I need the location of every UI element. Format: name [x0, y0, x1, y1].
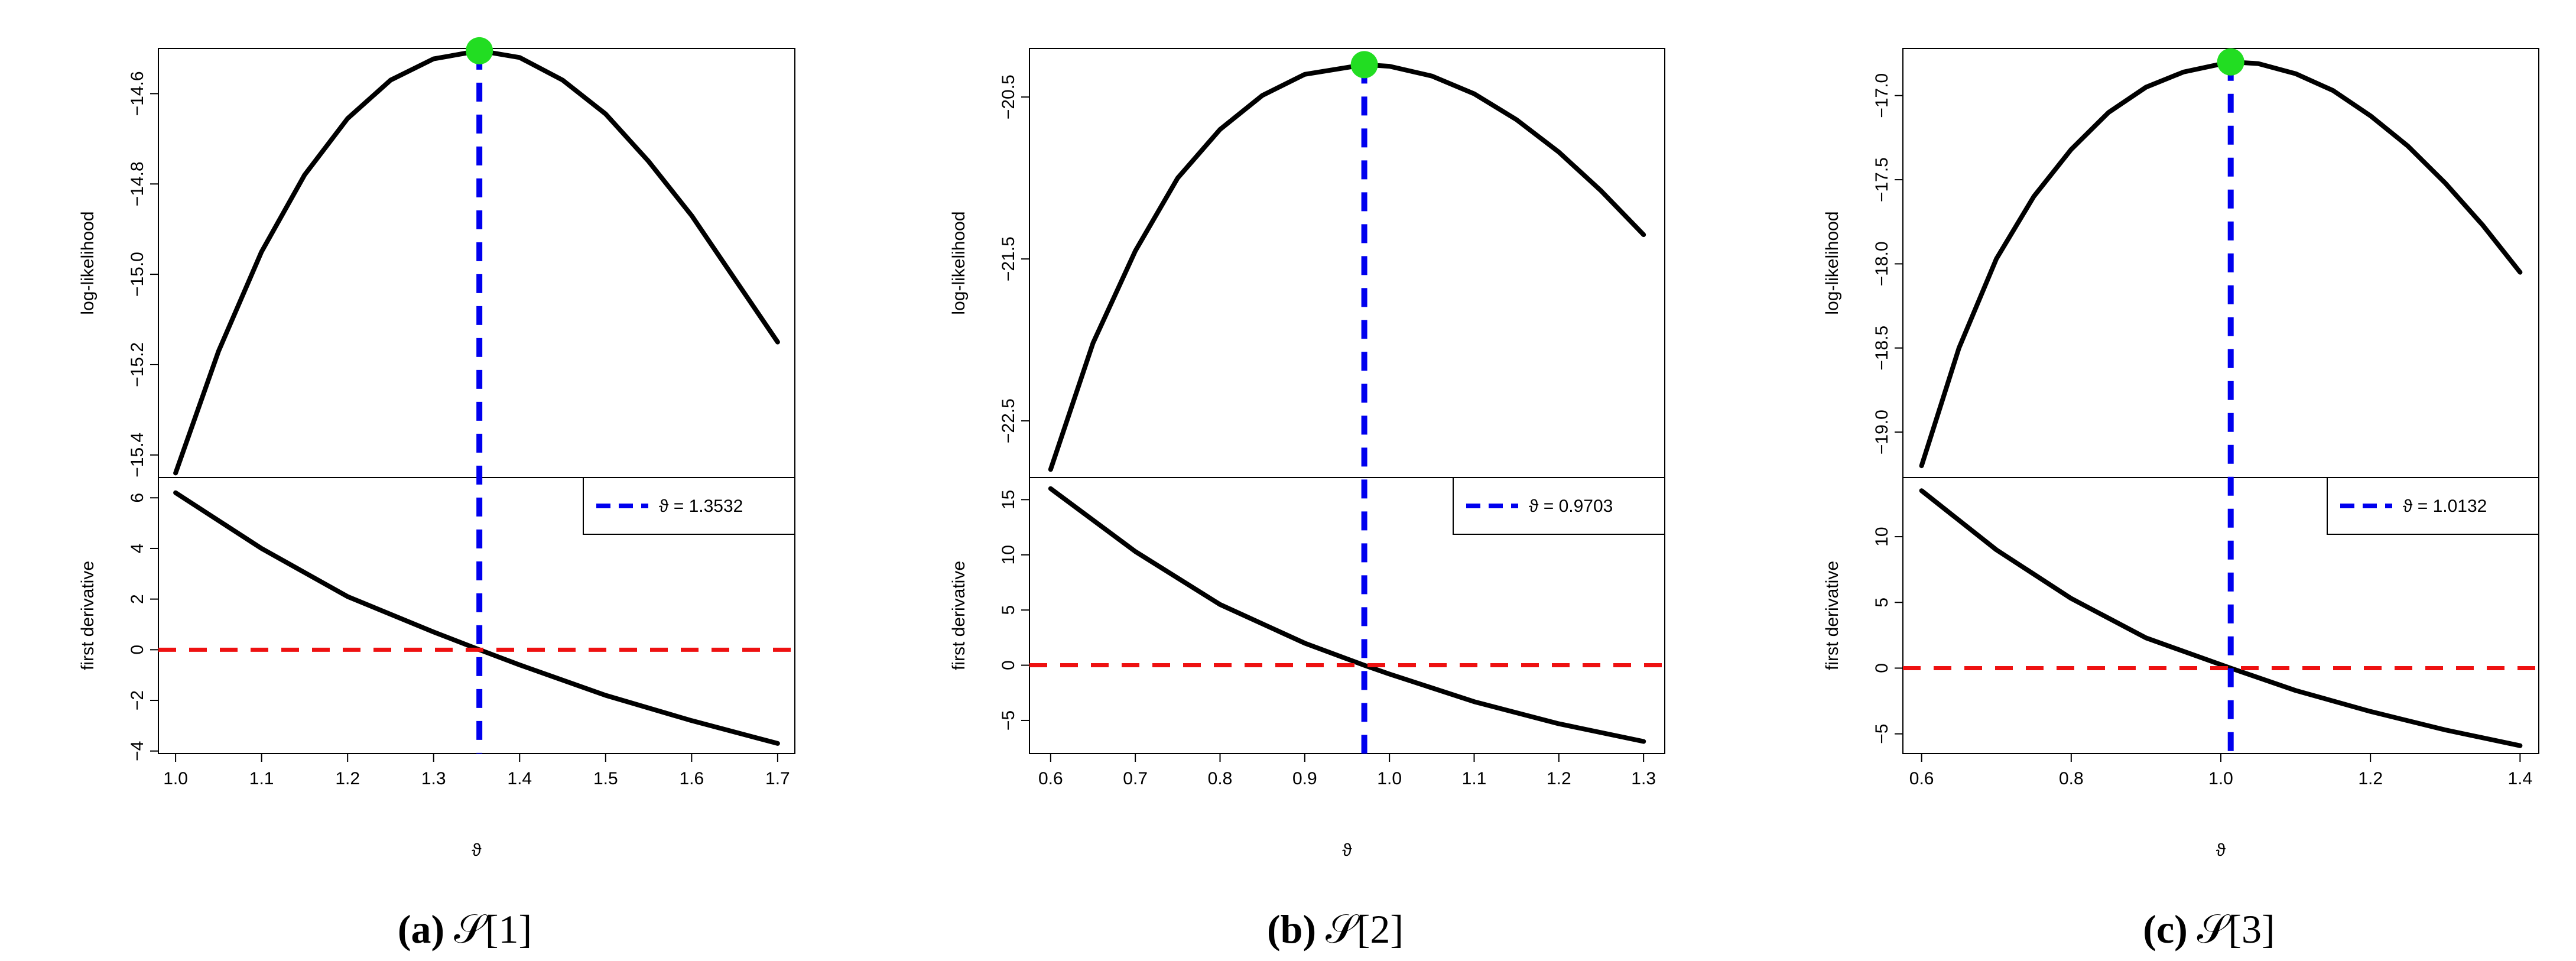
y-tick-label-top: −17.5: [1872, 157, 1892, 202]
y-axis-title-top: log-likelihood: [78, 211, 98, 314]
y-tick-label-top: −22.5: [999, 398, 1018, 443]
y-tick-label-bottom: 10: [1872, 527, 1892, 546]
x-tick-label: 0.7: [1123, 769, 1148, 788]
x-tick-label: 1.4: [2507, 769, 2532, 788]
log-likelihood-curve: [1048, 62, 1646, 472]
x-axis-title: ϑ: [2216, 840, 2226, 860]
x-tick-label: 1.0: [1377, 769, 1402, 788]
panel-caption: (a) 𝒮[1]: [398, 907, 532, 952]
y-tick-label-top: −15.2: [128, 342, 147, 387]
y-tick-label-bottom: 10: [999, 545, 1018, 564]
x-tick-label: 1.1: [249, 769, 274, 788]
x-axis-title: ϑ: [472, 840, 482, 860]
x-tick-label: 1.3: [1631, 769, 1656, 788]
y-tick-label-bottom: 0: [128, 645, 147, 655]
x-tick-label: 1.2: [1547, 769, 1571, 788]
y-tick-label-top: −14.6: [128, 71, 147, 116]
x-tick-label: 1.2: [2358, 769, 2383, 788]
y-tick-label-top: −17.0: [1872, 73, 1892, 118]
y-tick-label-top: −19.0: [1872, 410, 1892, 454]
x-tick-label: 1.6: [679, 769, 704, 788]
x-tick-label: 0.9: [1292, 769, 1317, 788]
y-axis-title-top: log-likelihood: [949, 211, 969, 314]
y-tick-label-bottom: −2: [128, 690, 147, 710]
x-tick-label: 1.1: [1462, 769, 1487, 788]
y-tick-label-bottom: 0: [1872, 663, 1892, 673]
caption-label: (c): [2143, 907, 2187, 952]
log-likelihood-curve: [1919, 59, 2523, 469]
plot-frame-top: [1029, 48, 1665, 478]
caption-label: (b): [1267, 907, 1316, 952]
y-tick-label-top: −18.5: [1872, 326, 1892, 371]
first-derivative-curve: [1919, 488, 2523, 748]
caption-label: (a): [398, 907, 444, 952]
x-tick-label: 0.6: [1038, 769, 1063, 788]
y-axis-title-top: log-likelihood: [1823, 211, 1842, 314]
caption-set: 𝒮[2]: [1326, 907, 1404, 952]
y-tick-label-bottom: 5: [999, 605, 1018, 615]
y-tick-label-bottom: 15: [999, 490, 1018, 509]
maximum-point: [2217, 48, 2244, 76]
y-tick-label-top: −15.4: [128, 433, 147, 478]
x-axis-title: ϑ: [1342, 840, 1352, 860]
y-tick-label-bottom: 0: [999, 660, 1018, 670]
x-tick-label: 1.4: [507, 769, 532, 788]
x-tick-label: 1.0: [163, 769, 188, 788]
maximum-point: [466, 37, 493, 64]
y-tick-label-top: −15.0: [128, 252, 147, 297]
y-tick-label-top: −18.0: [1872, 241, 1892, 286]
x-tick-label: 1.2: [335, 769, 360, 788]
y-tick-label-bottom: −5: [1872, 724, 1892, 744]
legend-label: ϑ = 1.3532: [659, 496, 743, 516]
panel-a: −15.4 −15.2 −15.0 −14.8 −14.6 −4 −2 0 2 4 6 1.0 1.1 1…: [78, 37, 795, 952]
x-tick-label: 1.3: [421, 769, 446, 788]
x-tick-label: 1.0: [2208, 769, 2233, 788]
y-tick-label-bottom: −4: [128, 741, 147, 761]
plot-frame-bottom: [1029, 477, 1665, 754]
x-tick-label: 0.8: [1208, 769, 1233, 788]
panel-caption: (c) 𝒮[3]: [2143, 907, 2275, 952]
y-tick-label-bottom: 5: [1872, 598, 1892, 608]
y-tick-label-bottom: 2: [128, 594, 147, 604]
x-tick-label: 1.5: [593, 769, 618, 788]
legend-label: ϑ = 0.9703: [1529, 496, 1613, 516]
panel-c: −19.0 −18.5 −18.0 −17.5 −17.0 −5 0 5 10 0.6 0.8 1.0…: [1823, 48, 2539, 952]
caption-set: 𝒮[1]: [454, 907, 532, 952]
y-tick-label-top: −21.5: [999, 236, 1018, 281]
x-tick-label: 0.8: [2059, 769, 2084, 788]
y-tick-label-top: −20.5: [999, 74, 1018, 119]
legend-box: [583, 477, 795, 535]
y-tick-label-top: −14.8: [128, 161, 147, 206]
caption-set: 𝒮[3]: [2197, 907, 2275, 952]
plot-frame-top: [1902, 48, 2539, 478]
y-axis-title-bottom: first derivative: [1823, 561, 1842, 670]
legend-label: ϑ = 1.0132: [2403, 496, 2487, 516]
y-axis-title-bottom: first derivative: [78, 561, 98, 670]
y-axis-title-bottom: first derivative: [949, 561, 969, 670]
legend-box: [1453, 477, 1665, 535]
panel-b: −22.5 −21.5 −20.5 −5 0 5 10 15 0.6 0.7 0.8 0.9 1.0 1.…: [949, 48, 1665, 952]
y-tick-label-bottom: 6: [128, 493, 147, 503]
x-tick-label: 0.6: [1909, 769, 1934, 788]
x-tick-label: 1.7: [765, 769, 790, 788]
y-tick-label-bottom: −5: [999, 710, 1018, 731]
maximum-point: [1350, 51, 1378, 79]
y-tick-label-bottom: 4: [128, 544, 147, 554]
first-derivative-curve: [1048, 486, 1646, 744]
panel-caption: (b) 𝒮[2]: [1267, 907, 1404, 952]
legend-box: [2327, 477, 2539, 535]
